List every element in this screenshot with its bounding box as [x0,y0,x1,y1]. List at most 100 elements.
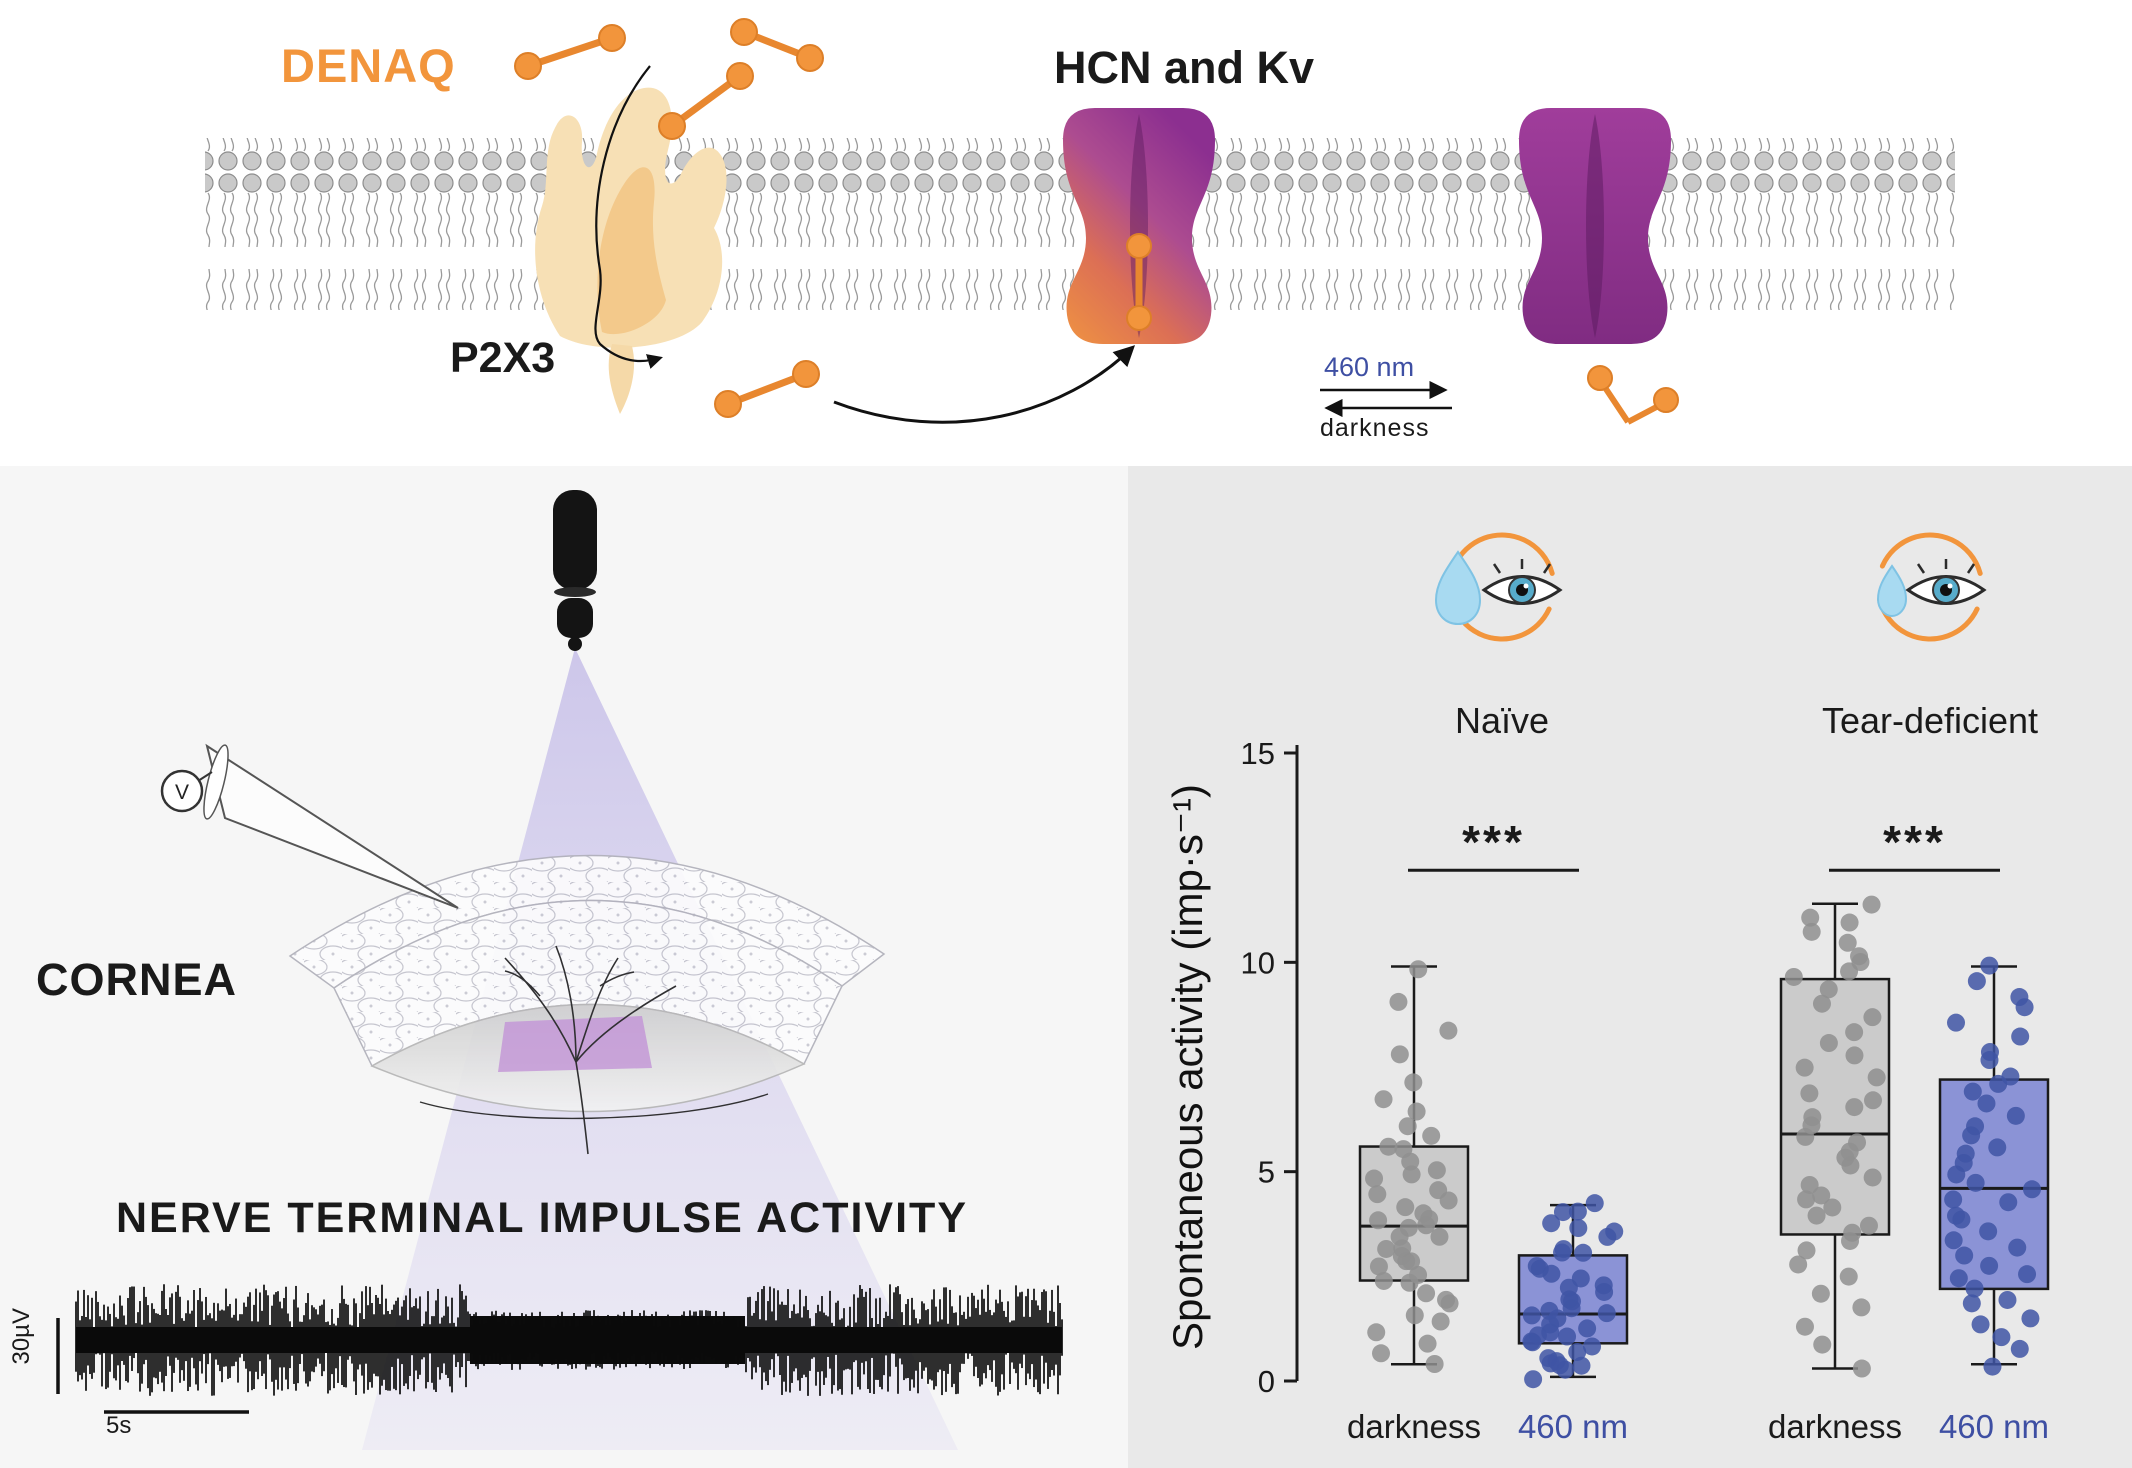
data-point [1807,1206,1826,1225]
data-point [1417,1284,1436,1303]
data-point [1597,1304,1616,1323]
tear-drop-icon [1434,550,1482,626]
condition-label: 460 nm [1939,1408,2049,1445]
group-label-tear-deficient: Tear-deficient [1821,700,2039,741]
data-point [1852,1298,1871,1317]
y-tick-label: 0 [1258,1364,1275,1399]
light-source-icon [553,490,597,651]
data-point [1983,1357,2002,1376]
significance-stars: *** [1462,816,1525,868]
data-point [1845,1046,1864,1065]
data-point [1396,1198,1415,1217]
data-point [1605,1222,1624,1241]
cornea-label: CORNEA [36,954,238,1005]
p2x3-label: P2X3 [450,334,556,382]
data-point [2008,1238,2027,1257]
data-point [1542,1214,1561,1233]
data-point [1414,1204,1433,1223]
data-point [1812,1186,1831,1205]
data-point [1527,1257,1546,1276]
y-axis-label: Spontaneous activity (imp·s⁻¹) [1164,784,1211,1350]
eye-icon [1905,559,1987,605]
data-point [1389,992,1408,1011]
hcn-kv-channel-closed [1519,108,1671,344]
data-point [1801,908,1820,927]
nerve-branches [419,945,769,1155]
data-point [1838,933,1857,952]
data-point [1811,1284,1830,1303]
data-point [1864,1091,1883,1110]
data-point [1429,1181,1448,1200]
condition-label: darkness [1347,1408,1481,1445]
photoswitch-arrows [1320,380,1452,418]
data-point [1439,1021,1458,1040]
eye-icon [1481,559,1563,605]
data-point [1955,1246,1974,1265]
data-point [1404,1073,1423,1092]
chart-panel: 0 5 10 15 Spontaneous activity (imp·s⁻¹) dark… [1128,466,2132,1468]
data-point [1539,1349,1558,1368]
p2x3-receptor [535,65,727,414]
data-point [1843,1223,1862,1242]
data-point [1819,980,1838,999]
data-point [1963,1082,1982,1101]
data-point [1944,1190,1963,1209]
data-point [1852,1359,1871,1378]
data-point [1802,922,1821,941]
data-point [1365,1169,1384,1188]
cornea-recording-panel: V [0,466,1128,1468]
tear-deficient-eye-icon [1875,532,1987,642]
data-point [1812,994,1831,1013]
data-point [1999,1193,2018,1212]
recording-electrode: V [160,743,459,909]
denaq-molecule [730,18,824,72]
data-point [1427,1161,1446,1180]
voltage-scale-label: 30µV [8,1308,35,1365]
denaq-molecule [714,360,820,418]
data-point [1569,1219,1588,1238]
denaq-label: DENAQ [281,39,456,92]
data-point [1819,1034,1838,1053]
data-point [1368,1185,1387,1204]
cornea-drawing [288,854,886,1155]
release-arrow [594,65,663,369]
data-point [1405,1306,1424,1325]
data-point [1524,1370,1543,1389]
data-point [1367,1323,1386,1342]
data-point [1966,1117,1985,1136]
data-point [1962,1294,1981,1313]
data-point [1803,1108,1822,1127]
data-point [1845,1098,1864,1117]
data-point [1578,1319,1597,1338]
light-460nm-label: 460 nm [1324,352,1415,382]
condition-label: darkness [1768,1408,1902,1445]
y-tick-label: 10 [1241,945,1275,980]
data-point [1862,895,1881,914]
data-point [1418,1334,1437,1353]
data-point [1949,1269,1968,1288]
data-point [1992,1328,2011,1347]
data-point [1797,1241,1816,1260]
boxplot-group: 0 5 10 15 Spontaneous activity (imp·s⁻¹) dark… [1164,736,2050,1445]
data-point [1437,1290,1456,1309]
data-point [1558,1327,1577,1346]
data-point [1394,1140,1413,1159]
naive-eye-icon [1434,532,1563,642]
hcn-kv-channel-open [1063,108,1215,344]
significance-stars: *** [1883,816,1946,868]
data-point [1998,1290,2017,1309]
data-point [1572,1356,1591,1375]
data-point [1980,1043,1999,1062]
denaq-molecule [1126,233,1152,331]
data-point [1845,1023,1864,1042]
data-point [2010,988,2029,1007]
data-point [1813,1335,1832,1354]
data-point [1971,1315,1990,1334]
data-point [1980,956,1999,975]
channel-pore [1586,114,1604,338]
data-point [1840,913,1859,932]
data-point [1979,1222,1998,1241]
data-point [1800,1084,1819,1103]
data-point [1839,1267,1858,1286]
